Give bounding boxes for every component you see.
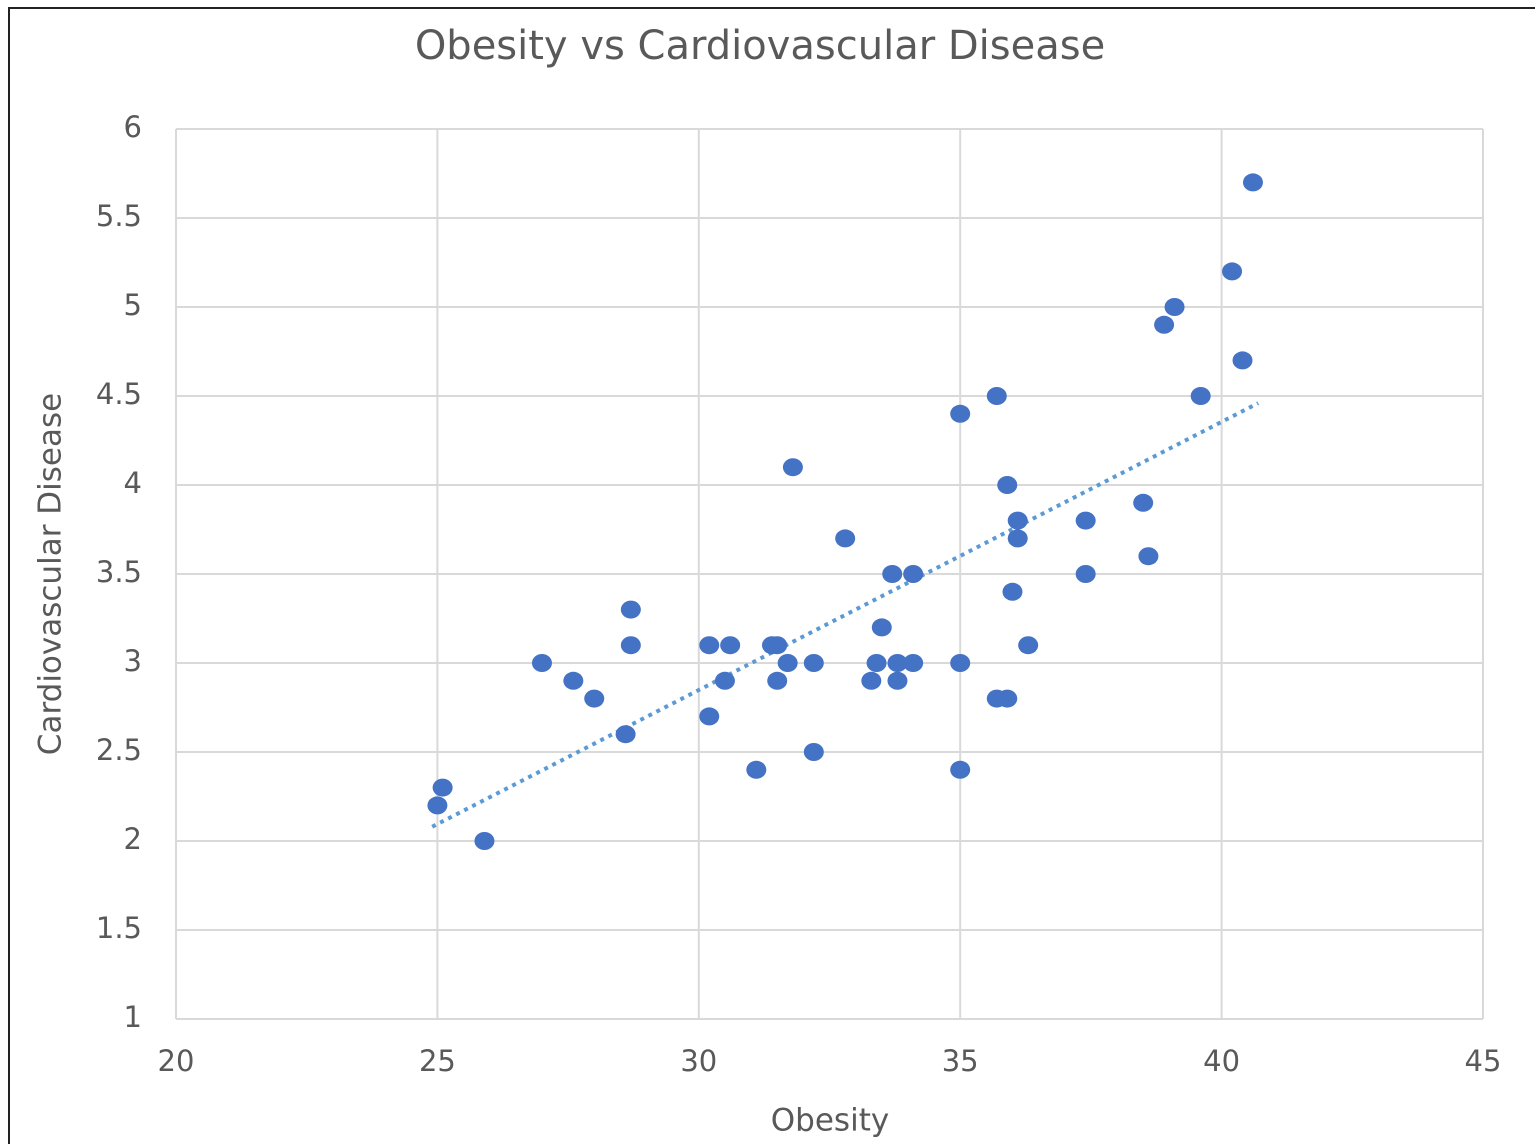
scatter-point: [767, 636, 788, 655]
scatter-point: [699, 636, 720, 655]
scatter-point: [1138, 547, 1159, 566]
scatter-point: [866, 654, 887, 672]
scatter-point: [531, 654, 552, 672]
scatter-point: [1242, 173, 1263, 192]
scatter-point: [584, 689, 605, 708]
y-tick-label: 5: [124, 288, 142, 322]
x-axis-title: Obesity: [771, 1103, 889, 1139]
scatter-point: [986, 387, 1007, 405]
scatter-point: [563, 671, 584, 690]
scatter-point: [720, 636, 741, 655]
y-tick-label: 1.5: [96, 911, 142, 945]
y-tick-label: 2: [124, 822, 142, 856]
scatter-point: [803, 743, 824, 761]
scatter-point: [1154, 315, 1175, 334]
scatter-point: [803, 654, 824, 672]
scatter-point: [903, 654, 924, 672]
y-tick-label: 4: [124, 466, 142, 500]
y-tick-label: 4.5: [96, 377, 142, 411]
x-tick-label: 20: [158, 1044, 195, 1078]
scatter-point: [1002, 582, 1023, 601]
scatter-point: [882, 565, 903, 583]
scatter-point: [950, 654, 971, 672]
scatter-point: [997, 689, 1018, 708]
scatter-point: [871, 618, 892, 637]
y-tick-label: 2.5: [96, 733, 142, 767]
scatter-point: [427, 796, 448, 815]
y-axis-title: Cardiovascular Disease: [33, 393, 69, 755]
scatter-point: [699, 707, 720, 726]
scatter-point: [887, 671, 908, 690]
scatter-point: [1133, 493, 1154, 512]
scatter-point: [1075, 511, 1096, 530]
scatter-point: [432, 778, 453, 797]
scatter-point: [1007, 529, 1028, 548]
scatter-point: [746, 760, 767, 779]
scatter-point: [1164, 298, 1185, 316]
scatter-point: [950, 760, 971, 779]
y-tick-label: 5.5: [96, 199, 142, 233]
scatter-point: [615, 725, 636, 744]
scatter-point: [620, 636, 641, 655]
scatter-point: [887, 654, 908, 672]
scatter-point: [835, 529, 856, 548]
trendline: [431, 401, 1260, 829]
y-tick-label: 3: [124, 644, 142, 678]
y-tick-label: 3.5: [96, 555, 142, 589]
x-tick-label: 40: [1203, 1044, 1240, 1078]
scatter-point: [767, 671, 788, 690]
scatter-point: [950, 404, 971, 423]
scatter-point: [620, 600, 641, 619]
scatter-point: [1018, 636, 1039, 655]
y-tick-label: 6: [124, 110, 142, 144]
chart-title: Obesity vs Cardiovascular Disease: [415, 23, 1105, 69]
scatter-point: [777, 654, 798, 672]
y-tick-label: 1: [124, 1000, 142, 1034]
scatter-point: [903, 565, 924, 583]
scatter-point: [1232, 351, 1253, 370]
scatter-point: [997, 476, 1018, 494]
scatter-point: [861, 671, 882, 690]
x-tick-label: 25: [419, 1044, 456, 1078]
scatter-point: [474, 832, 495, 850]
x-tick-label: 35: [942, 1044, 979, 1078]
scatter-point: [1007, 511, 1028, 530]
x-tick-label: 45: [1465, 1044, 1502, 1078]
chart-border: [8, 7, 1535, 1144]
scatter-point: [1222, 262, 1243, 281]
x-tick-label: 30: [680, 1044, 717, 1078]
scatter-point: [782, 458, 803, 477]
scatter-point: [714, 671, 735, 690]
scatter-point: [1075, 565, 1096, 583]
scatter-point: [1190, 387, 1211, 405]
